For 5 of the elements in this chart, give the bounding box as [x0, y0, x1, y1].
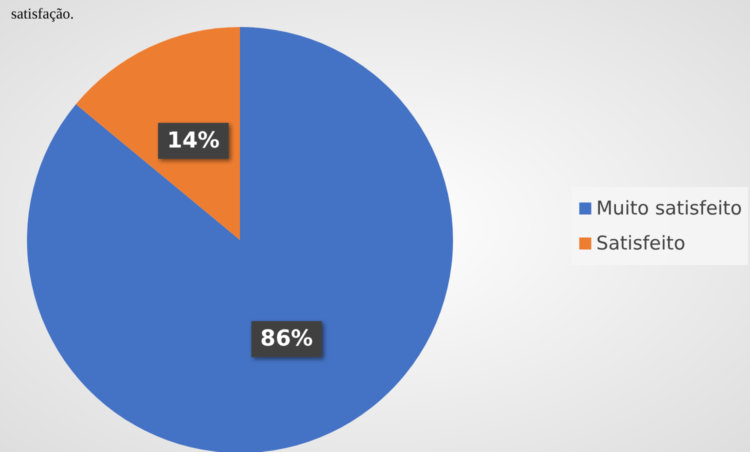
legend-label: Muito satisfeito	[596, 198, 742, 220]
text: satisfação.	[11, 6, 74, 22]
data-label: 86%	[260, 326, 313, 352]
data-label: 14%	[167, 128, 220, 154]
legend-label: Satisfeito	[596, 232, 686, 254]
